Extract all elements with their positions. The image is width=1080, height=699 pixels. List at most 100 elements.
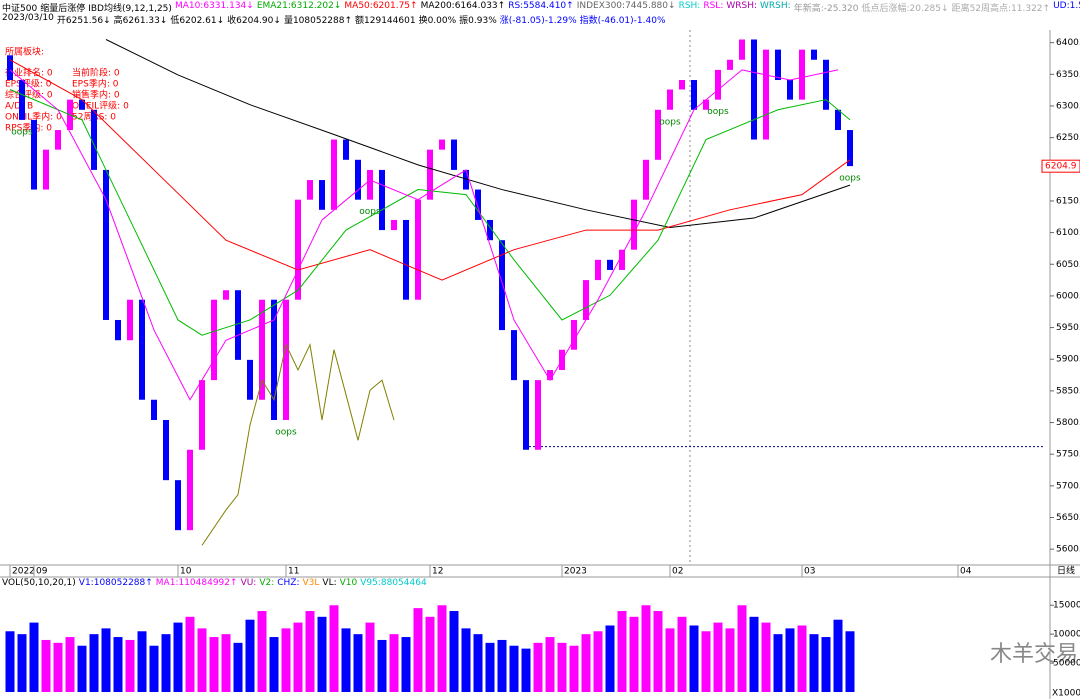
candle-body: [847, 130, 853, 167]
volume-bar: [845, 631, 855, 692]
price-marker: [1041, 159, 1080, 173]
x-tick-label: 11: [288, 567, 299, 577]
volume-bar: [173, 622, 183, 692]
y-tick-label: 5600.0: [1056, 545, 1080, 555]
sidebar-item: ONEIL评级: 0: [72, 100, 129, 112]
header-item: 收6204.90↓: [227, 16, 281, 26]
candle-body: [7, 55, 13, 81]
candle-body: [475, 189, 481, 220]
candle-body: [595, 259, 601, 281]
volume-bar: [149, 645, 159, 692]
volume-bar: [377, 639, 387, 692]
volume-bar: [389, 634, 399, 692]
volume-bar: [797, 625, 807, 692]
volume-bar: [605, 625, 615, 692]
candle-body: [403, 219, 409, 300]
volume-bar: [413, 608, 423, 692]
volume-bar: [557, 642, 567, 692]
candle-body: [163, 420, 169, 481]
oops-label: oops: [275, 428, 297, 438]
volume-bar: [473, 634, 483, 692]
candle-body: [247, 359, 253, 400]
x-tick-label: 12: [432, 567, 443, 577]
volume-bar: [593, 631, 603, 692]
period-label: 日线: [1057, 565, 1075, 577]
y-tick-label: 100000: [1053, 630, 1080, 640]
header-item: IBD均线(9,12,1,25): [88, 4, 172, 14]
volume-bar: [17, 634, 27, 692]
volume-bar: [365, 622, 375, 692]
header-item: VU:: [240, 578, 257, 588]
candle-body: [223, 290, 229, 300]
y-tick-label: 6050.0: [1056, 260, 1080, 270]
candle-body: [451, 139, 457, 170]
candle-body: [679, 80, 685, 90]
candle-body: [211, 299, 217, 381]
header-item: RSH:: [678, 1, 701, 11]
candle-body: [715, 69, 721, 100]
candle-body: [319, 180, 325, 210]
oops-label: oops: [839, 174, 861, 184]
header-item: 2023/03/10: [2, 13, 54, 23]
x-tick-label: 09: [36, 567, 48, 577]
volume-bar: [449, 611, 459, 692]
ma-line: [9, 59, 851, 281]
price-marker-label: 6204.9: [1045, 162, 1077, 172]
volume-bar: [317, 616, 327, 692]
y-tick-label: 6300.0: [1056, 101, 1080, 111]
volume-bar: [245, 619, 255, 692]
volume-bar: [689, 625, 699, 692]
y-tick-label: 5800.0: [1056, 418, 1080, 428]
candle-body: [175, 480, 181, 531]
volume-bar: [65, 637, 75, 692]
volume-bar: [137, 631, 147, 692]
volume-bar: [809, 634, 819, 692]
header-item: MA1:110484992↑: [155, 578, 238, 588]
ma-line: [9, 89, 851, 336]
header-item: 涨(-81.05)-1.29%: [499, 16, 577, 26]
header-line: 2023/03/10 开6251.56↓ 高6261.33↓ 低6202.61↓ 收62…: [2, 13, 666, 26]
volume-bar: [221, 634, 231, 692]
candle-body: [751, 39, 757, 140]
volume-bar: [77, 645, 87, 692]
volume-bar: [737, 605, 747, 692]
y-tick-label: 6250.0: [1056, 133, 1080, 143]
candle-body: [391, 219, 397, 231]
header-item: INDEX300:7445.880↓: [576, 1, 676, 11]
y-tick-label: 5850.0: [1056, 386, 1080, 396]
x-tick-label: 04: [960, 567, 972, 577]
volume-bar: [461, 628, 471, 692]
sidebar-item: RPS季内: 0: [5, 122, 52, 134]
x-tick-label: 03: [804, 567, 815, 577]
candle-body: [79, 99, 85, 110]
candle-body: [103, 169, 109, 320]
candle-body: [619, 249, 625, 270]
header-item: RSL:: [703, 1, 724, 11]
candle-body: [739, 39, 745, 60]
volume-bar: [497, 639, 507, 692]
candle-body: [607, 259, 613, 270]
candle-body: [331, 139, 337, 210]
header-line: 中证500 缩量后涨停 IBD均线(9,12,1,25) MA10:6331.134↓…: [2, 1, 1080, 14]
volume-bar: [485, 642, 495, 692]
header-item: WRSH:: [760, 1, 791, 11]
candle-body: [787, 80, 793, 100]
header-item: 指数(-46.01)-1.40%: [579, 16, 666, 26]
candle-body: [235, 290, 241, 360]
ma-line: [9, 69, 839, 401]
y-tick-label: 5750.0: [1056, 450, 1080, 460]
candle-body: [127, 299, 133, 341]
header-item: V95:88054464: [360, 578, 427, 588]
y-tick-label: 5900.0: [1056, 355, 1080, 365]
volume-bar: [653, 611, 663, 692]
candle-body: [427, 149, 433, 200]
volume-bar: [569, 645, 579, 692]
candle-body: [631, 199, 637, 250]
volume-bar: [41, 639, 51, 692]
volume-bar: [437, 605, 447, 692]
candle-body: [799, 49, 805, 100]
volume-bar: [257, 611, 267, 692]
volume-bar: [521, 648, 531, 692]
volume-bar: [641, 605, 651, 692]
